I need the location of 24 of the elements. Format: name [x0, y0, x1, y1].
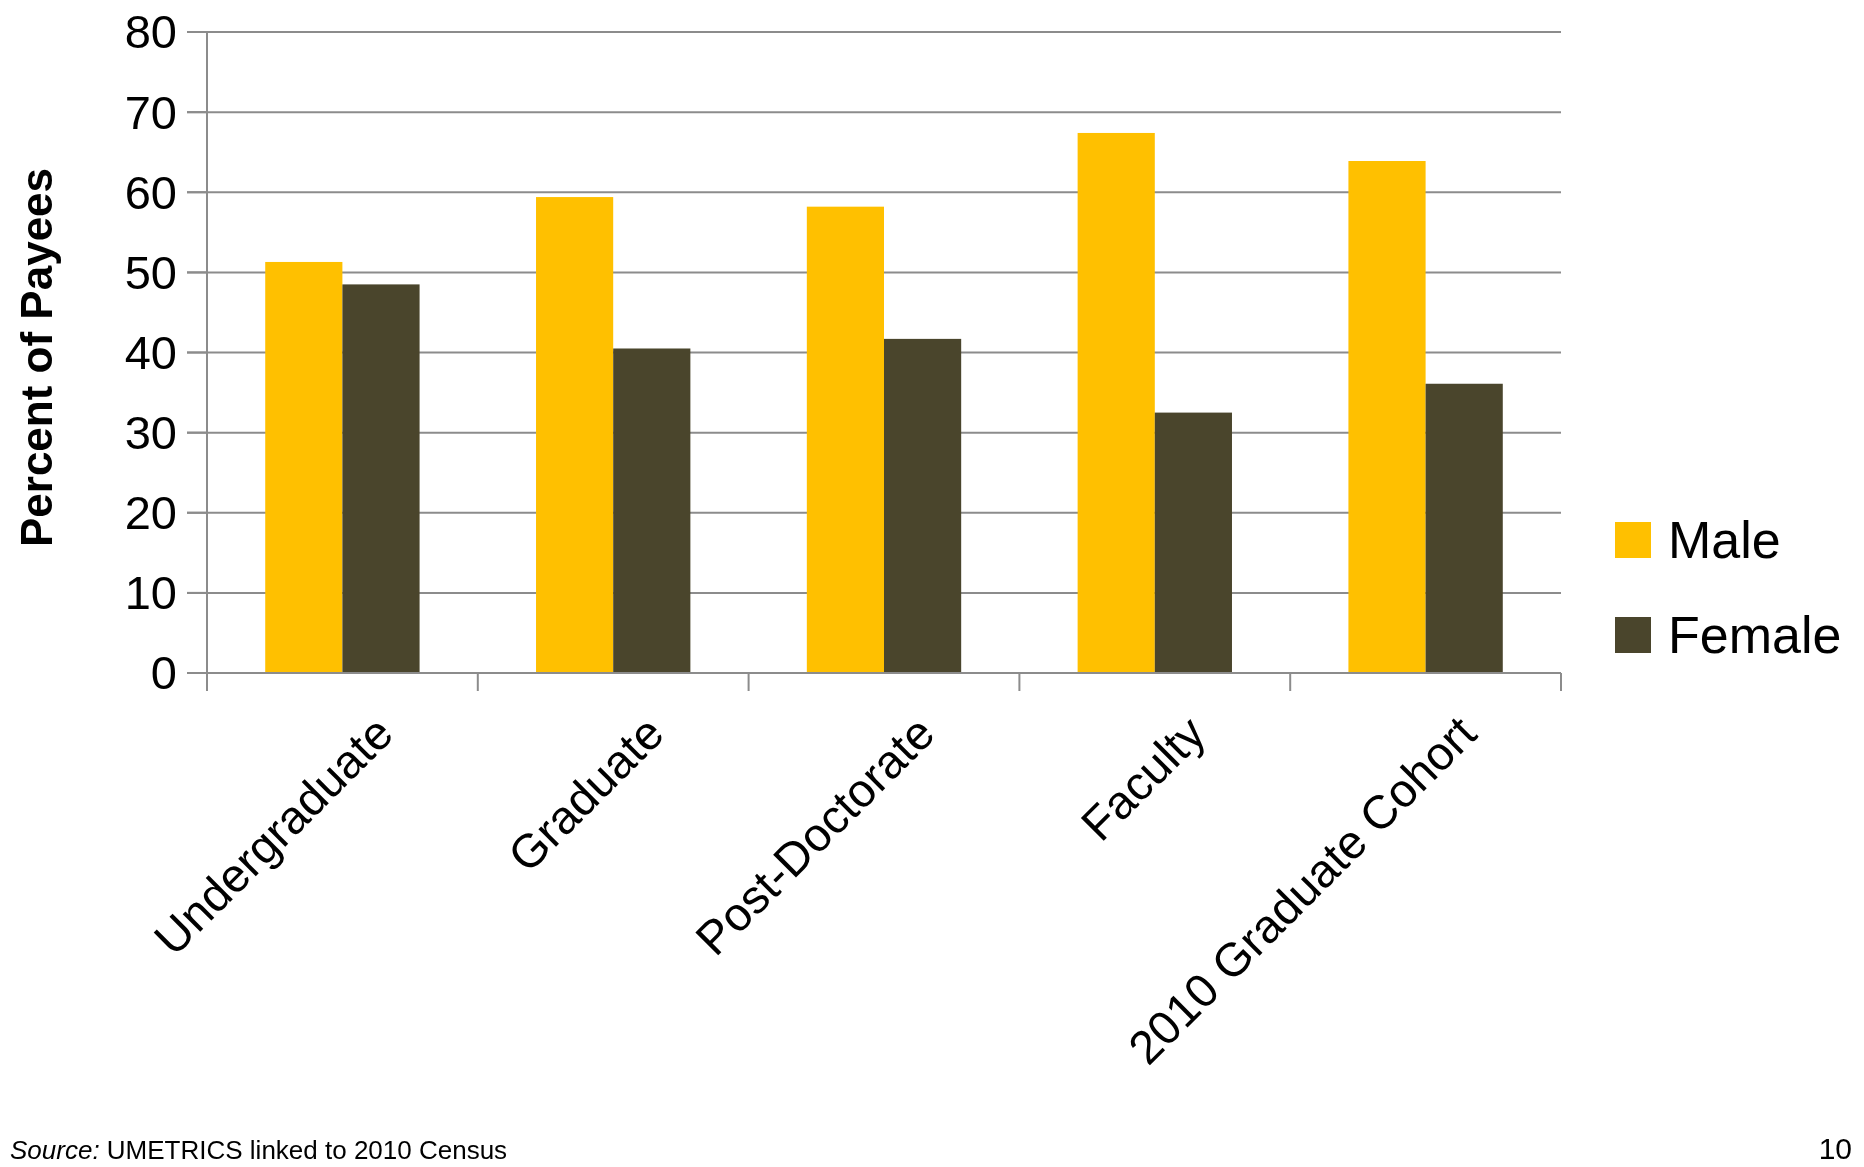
bar [1425, 383, 1503, 673]
y-tick-label: 70 [124, 85, 177, 139]
bar [265, 261, 343, 673]
bar [342, 284, 420, 673]
y-tick-label: 30 [124, 406, 177, 460]
bar [1348, 161, 1426, 673]
source-note: Source: UMETRICS linked to 2010 Census [10, 1135, 508, 1165]
bar [613, 348, 691, 673]
y-tick-label: 40 [124, 325, 177, 379]
y-tick-label: 0 [150, 646, 177, 700]
y-tick-label: 10 [124, 566, 177, 620]
bar [806, 206, 884, 673]
bar [1077, 132, 1155, 673]
y-tick-label: 60 [124, 165, 177, 219]
bar [536, 197, 614, 673]
legend-label: Male [1668, 511, 1781, 570]
y-tick-label: 50 [124, 245, 177, 299]
bar [884, 338, 962, 673]
bar [1154, 412, 1232, 673]
y-tick-label: 20 [124, 486, 177, 540]
legend-label: Female [1668, 606, 1842, 665]
y-axis-title: Percent of Payees [12, 167, 61, 548]
text: 10 [1818, 1132, 1852, 1165]
y-tick-label: 80 [124, 5, 177, 59]
